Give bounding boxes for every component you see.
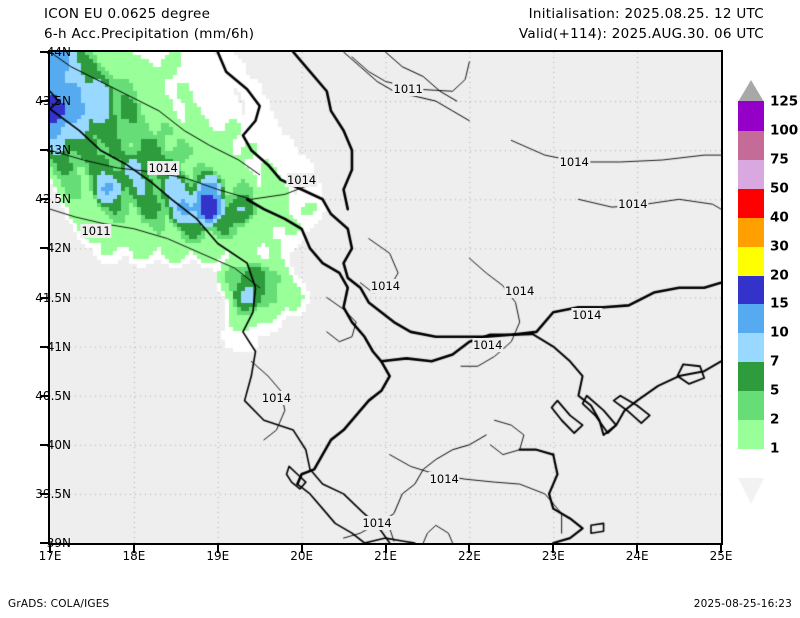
colorbar-band (738, 217, 764, 247)
y-axis-tick-label: 40N (46, 437, 71, 452)
y-axis-tick-label: 40.5N (35, 388, 71, 403)
colorbar-under-arrow (738, 478, 764, 504)
y-axis-tick-label: 43N (46, 143, 71, 158)
isobar-label: 1014 (504, 283, 536, 298)
precipitation-colorbar[interactable]: 1 2 5 7 10 15 20 30 40 50 75 100 125 (738, 80, 800, 520)
isobar-label: 1014 (617, 197, 649, 212)
y-axis-tick-label: 42.5N (35, 192, 71, 207)
x-axis-tick-mark (49, 545, 51, 553)
colorbar-band (738, 188, 764, 218)
x-axis-tick-label: 24E (625, 549, 649, 563)
colorbar-tick-label: 125 (770, 93, 799, 110)
colorbar-band (738, 130, 764, 160)
colorbar-band (738, 246, 764, 276)
isobar-label: 1014 (285, 172, 318, 187)
y-axis-tick-label: 42N (46, 241, 71, 256)
x-axis-tick-mark (384, 545, 387, 553)
x-axis-tick-mark (216, 545, 219, 553)
colorbar-tick-label: 1 (770, 440, 780, 457)
colorbar-band (738, 332, 764, 363)
x-axis-tick-label: 18E (122, 549, 146, 563)
colorbar-tick-label: 15 (770, 295, 789, 312)
y-axis-tick-label: 39N (46, 536, 71, 550)
y-axis-tick-mark (40, 51, 48, 53)
y-axis-tick-mark (40, 100, 48, 103)
isobar-label: 1014 (558, 154, 590, 169)
isobar-label: 1011 (392, 82, 424, 97)
software-credit: GrADS: COLA/IGES (8, 598, 110, 610)
y-axis-tick-label: 43.5N (35, 94, 71, 109)
y-axis-tick-mark (40, 296, 48, 299)
colorbar-band (738, 274, 764, 305)
colorbar-band (738, 361, 764, 392)
colorbar-tick-label: 10 (770, 324, 789, 341)
x-axis-tick-label: 25E (709, 549, 733, 563)
precipitation-map-canvas (50, 52, 721, 543)
x-axis-tick-mark (636, 545, 639, 553)
isobar-label: 1011 (80, 223, 112, 238)
isobar-label: 1014 (147, 160, 179, 175)
colorbar-band (738, 303, 764, 334)
x-axis-tick-label: 19E (206, 549, 230, 563)
y-axis-tick-mark (40, 345, 48, 348)
colorbar-tick-label: 7 (770, 353, 780, 370)
colorbar-band (738, 101, 764, 131)
model-title: ICON EU 0.0625 degree (44, 6, 211, 22)
colorbar-band (738, 419, 764, 450)
colorbar-band (738, 159, 764, 189)
x-axis-tick-label: 21E (374, 549, 397, 563)
x-axis-tick-label: 22E (457, 549, 481, 563)
isobar-label: 1014 (428, 472, 460, 487)
isobar-label: 1014 (361, 516, 393, 531)
y-axis-tick-mark (40, 542, 48, 544)
colorbar-tick-label: 75 (770, 151, 789, 168)
x-axis-tick-mark (300, 545, 303, 553)
colorbar-over-arrow (738, 80, 764, 102)
x-axis-tick-label: 17E (38, 549, 62, 563)
x-axis-tick-mark (552, 545, 555, 553)
x-axis-tick-label: 20E (290, 549, 314, 563)
y-axis-tick-label: 41N (46, 339, 71, 354)
colorbar-tick-label: 30 (770, 237, 789, 254)
colorbar-tick-label: 5 (770, 382, 780, 399)
x-axis-tick-label: 23E (541, 549, 565, 563)
field-title: 6-h Acc.Precipitation (mm/6h) (44, 26, 255, 42)
map-plot-area[interactable]: 1011 1014 1011 1014 1014 1014 1014 1014 1014 1014… (48, 50, 723, 545)
y-axis-tick-mark (40, 198, 48, 201)
y-axis-tick-mark (40, 443, 48, 446)
x-axis-tick-mark (468, 545, 471, 553)
colorbar-tick-label: 100 (770, 122, 799, 139)
x-axis-tick-mark (720, 545, 722, 553)
isobar-label: 1014 (472, 337, 504, 352)
initialisation-time: Initialisation: 2025.08.25. 12 UTC (528, 6, 764, 22)
y-axis-tick-label: 39.5N (35, 486, 71, 501)
y-axis-tick-mark (40, 394, 48, 397)
isobar-label: 1014 (260, 390, 293, 405)
y-axis-tick-mark (40, 247, 48, 250)
colorbar-band (738, 448, 764, 478)
isobar-label: 1014 (369, 278, 402, 293)
y-axis-tick-mark (40, 492, 48, 495)
y-axis-tick-mark (40, 149, 48, 152)
colorbar-band (738, 390, 764, 421)
valid-time: Valid(+114): 2025.AUG.30. 06 UTC (518, 26, 764, 42)
colorbar-tick-label: 2 (770, 411, 780, 428)
colorbar-tick-label: 50 (770, 180, 789, 197)
render-timestamp: 2025-08-25-16:23 (693, 598, 792, 610)
y-axis-tick-label: 41.5N (35, 290, 71, 305)
x-axis-tick-mark (132, 545, 135, 553)
colorbar-tick-label: 40 (770, 208, 789, 225)
isobar-label: 1014 (571, 308, 603, 323)
colorbar-tick-label: 20 (770, 266, 789, 283)
y-axis-tick-label: 44N (46, 45, 71, 59)
